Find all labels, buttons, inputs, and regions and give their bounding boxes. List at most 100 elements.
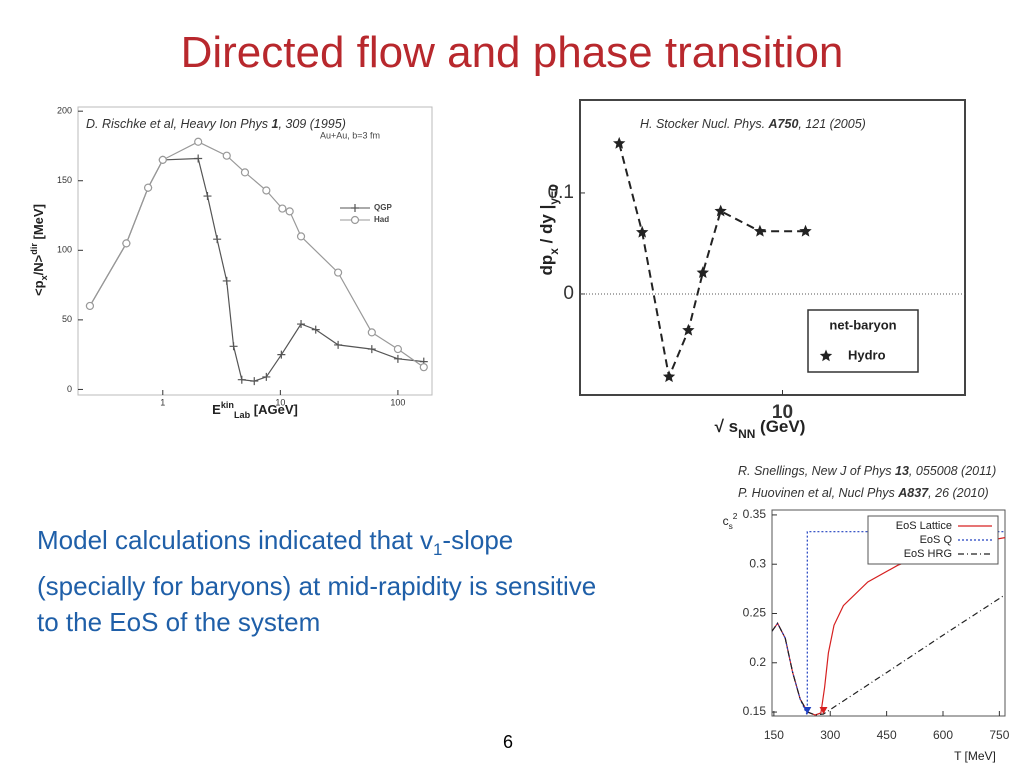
citation: D. Rischke et al, Heavy Ion Phys 1, 309 …: [86, 117, 346, 131]
label-segment: NN: [738, 427, 755, 441]
x-axis-label: EkinLab [AGeV]: [212, 400, 298, 420]
data-line: [89, 157, 424, 382]
data-point: [250, 377, 259, 386]
data-point: [194, 154, 203, 163]
data-point: [351, 204, 359, 212]
data-point: [222, 276, 231, 285]
body-text: Model calculations indicated that v1-slo…: [37, 522, 612, 640]
slide-title: Directed flow and phase transition: [180, 28, 844, 77]
data-point: [262, 372, 271, 381]
y-tick-label: 150: [57, 175, 72, 185]
data-point: [122, 239, 131, 248]
label-segment: s: [729, 521, 733, 531]
data-point: [419, 363, 428, 372]
label-segment: dp: [537, 255, 556, 276]
label-segment: [MeV]: [31, 204, 46, 243]
legend-label: Had: [374, 215, 389, 224]
data-point: [714, 204, 727, 217]
legend-box: [867, 515, 999, 565]
data-point: [296, 232, 306, 241]
data-line: [618, 143, 806, 381]
label-segment: / dy |: [537, 205, 556, 249]
data-point: [297, 320, 306, 329]
y-axis-label: <px/N>dir [MeV]: [29, 204, 49, 296]
x-tick-label: 100: [390, 397, 405, 407]
label-segment: kin: [221, 400, 234, 410]
legend-label: EoS HRG: [904, 548, 952, 560]
y-tick-label: 0.35: [743, 507, 767, 521]
y-tick-label: 0.3: [749, 556, 766, 570]
citation: P. Huovinen et al, Nucl Phys A837, 26 (2…: [738, 486, 989, 500]
data-point: [213, 235, 222, 244]
citation: R. Snellings, New J of Phys 13, 055008 (…: [738, 464, 996, 478]
data-point: [311, 325, 320, 334]
x-axis-label: √ sNN (GeV): [715, 417, 806, 441]
plot-frame: [579, 99, 966, 396]
y-axis-label: cs2: [723, 511, 738, 531]
y-tick-label: 0: [563, 283, 574, 304]
data-point: [334, 340, 343, 349]
data-point: [85, 301, 95, 311]
label-segment: y=0: [547, 184, 561, 205]
data-line: [772, 531, 1005, 716]
label-segment: x: [547, 248, 561, 255]
data-point: [393, 344, 403, 354]
transition-marker: [819, 707, 828, 715]
label-segment: √ s: [715, 417, 739, 436]
data-point: [144, 183, 153, 192]
data-point: [696, 266, 709, 278]
transition-marker: [803, 707, 812, 715]
x-tick-label: 300: [820, 728, 840, 742]
data-point: [285, 207, 294, 216]
text-segment: R. Snellings, New J of Phys: [738, 464, 896, 478]
data-point: [799, 224, 812, 237]
x-tick-label: 10: [772, 402, 793, 423]
page-number: 6: [503, 732, 514, 752]
label-segment: /N>: [31, 254, 46, 275]
data-point: [393, 354, 402, 363]
y-tick-label: 0.2: [749, 655, 766, 669]
data-point: [819, 349, 833, 362]
data-point: [367, 345, 376, 354]
text-segment: 13: [895, 464, 909, 478]
y-tick-label: 100: [57, 245, 72, 255]
y-tick-label: 50: [62, 314, 72, 324]
x-axis-label: T [MeV]: [954, 749, 996, 763]
data-point: [636, 225, 649, 238]
data-point: [237, 375, 246, 384]
text-segment: , 055008 (2011): [908, 464, 997, 478]
label-segment: dir: [29, 243, 39, 255]
data-point: [278, 204, 287, 213]
legend-label: EoS Lattice: [896, 520, 952, 532]
x-tick-label: 10: [275, 397, 285, 407]
data-point: [334, 268, 343, 277]
data-point: [222, 151, 231, 160]
text-segment: A750: [768, 117, 799, 131]
data-point: [229, 342, 238, 351]
y-tick-label: 200: [57, 106, 72, 116]
legend-label: EoS Q: [920, 534, 953, 546]
y-axis-label: dpx / dy |y=0: [537, 184, 561, 275]
y-tick-label: 0.25: [743, 606, 767, 620]
legend-label: QGP: [374, 203, 392, 212]
data-point: [753, 224, 767, 237]
label-segment: (GeV): [755, 417, 805, 436]
annotation: Au+Au, b=3 fm: [320, 130, 380, 140]
text-segment: -slope (specially for baryons) at mid-ra…: [37, 525, 597, 638]
data-point: [613, 136, 626, 149]
label-segment: E: [212, 402, 221, 417]
x-tick-label: 450: [877, 728, 897, 742]
data-point: [240, 168, 250, 177]
text-segment: , 26 (2010): [928, 486, 989, 500]
text-segment: Model calculations indicated that v: [37, 525, 434, 555]
text-segment: , 121 (2005): [798, 117, 866, 131]
text-segment: , 309 (1995): [278, 117, 346, 131]
label-segment: Lab: [234, 410, 251, 420]
data-point: [203, 192, 212, 201]
x-tick-label: 600: [933, 728, 953, 742]
label-segment: 2: [733, 511, 738, 521]
data-point: [194, 137, 203, 146]
text-segment: D. Rischke et al, Heavy Ion Phys: [86, 117, 272, 131]
